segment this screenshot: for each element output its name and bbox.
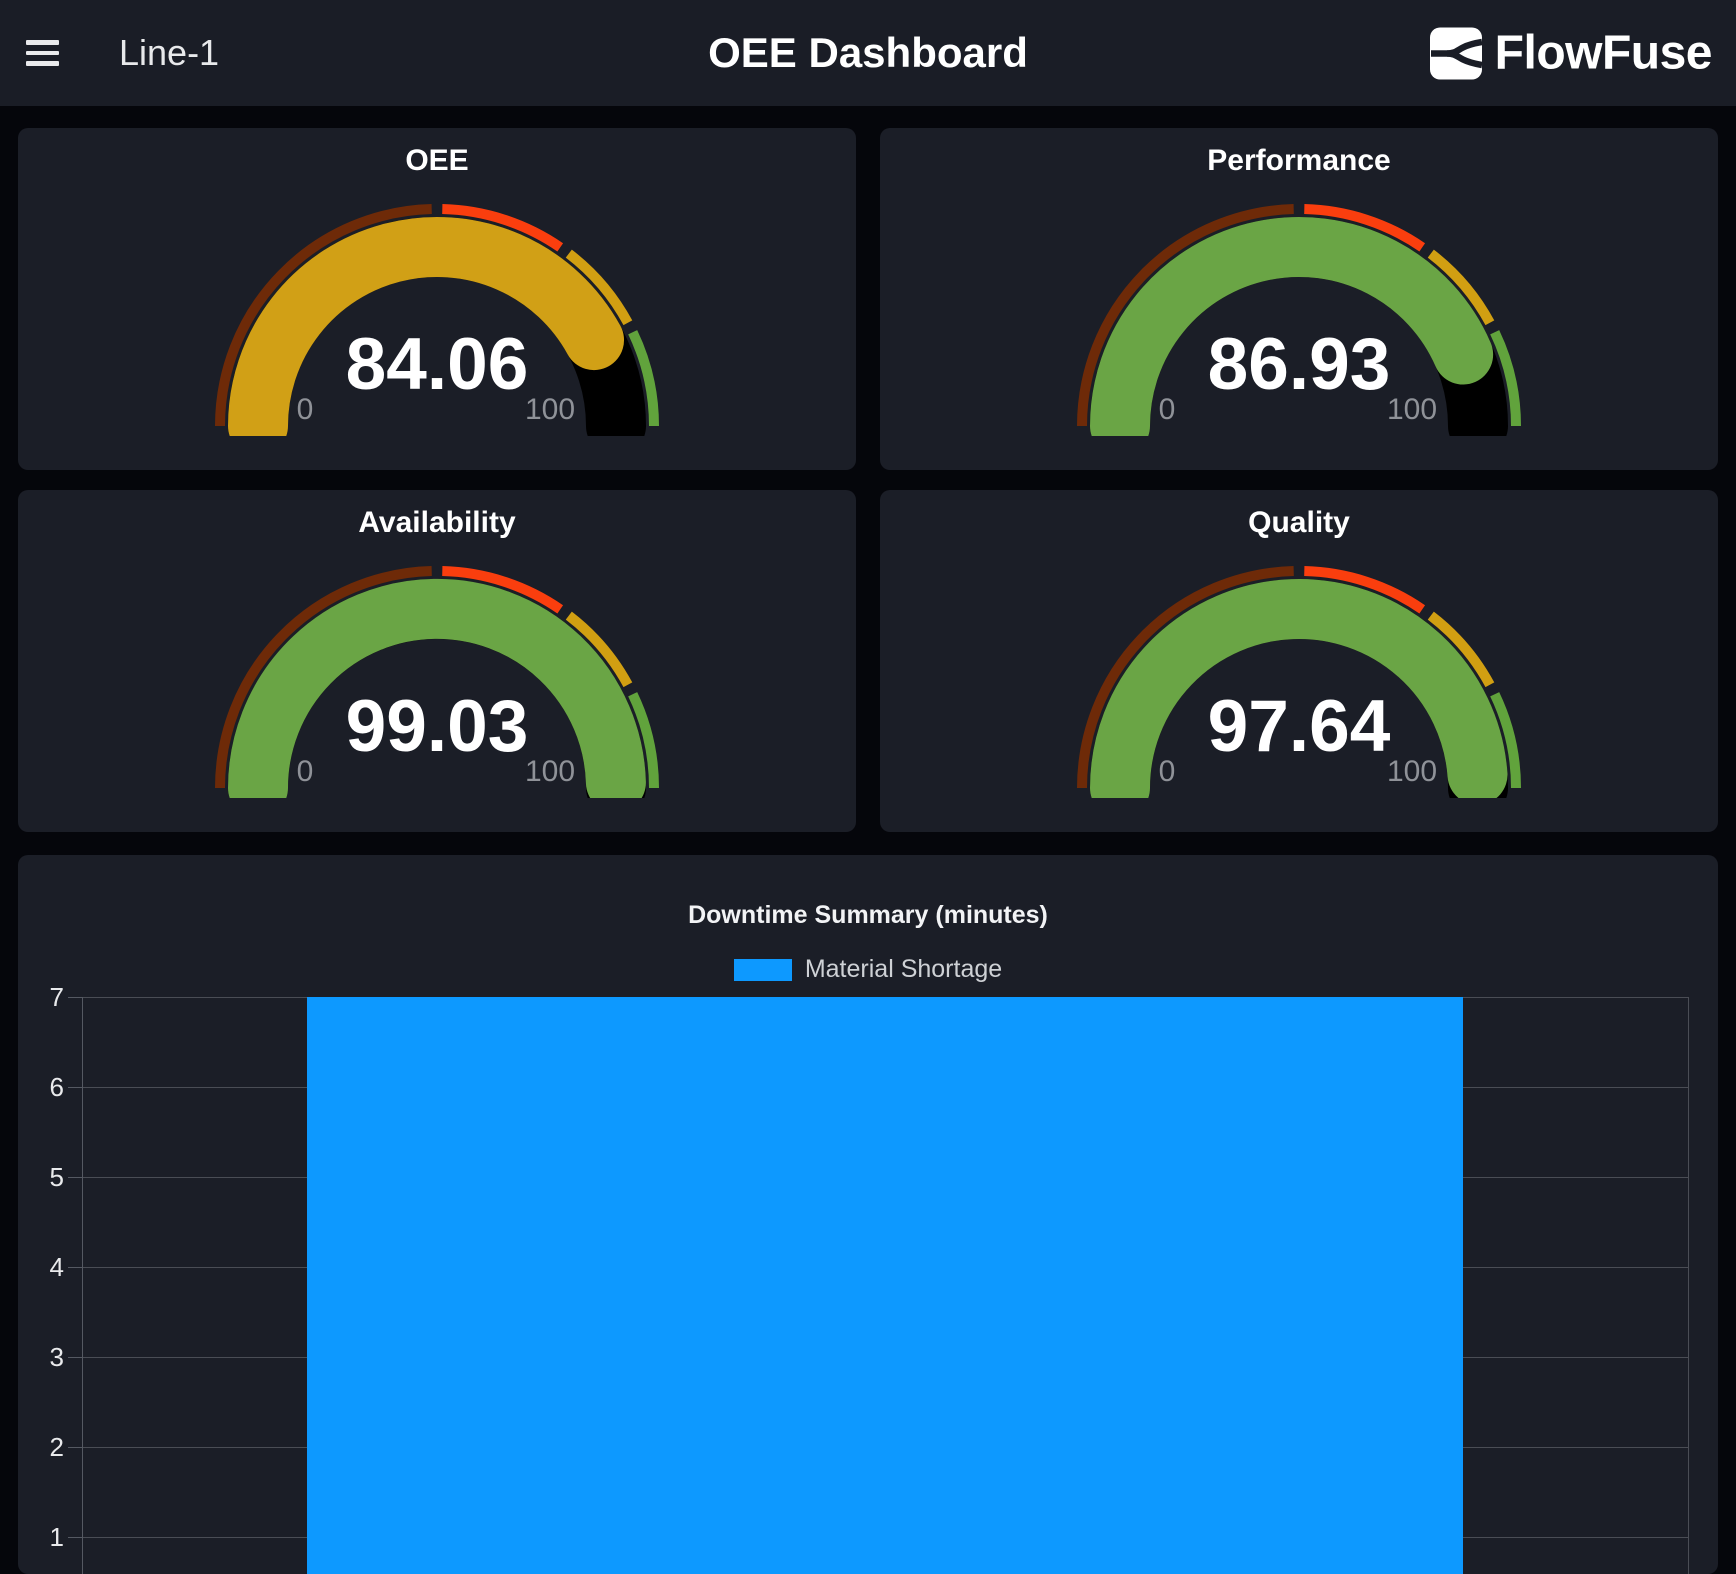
gauge-oee: 84.06 0 100 <box>207 174 667 456</box>
gauge-segment <box>215 204 432 427</box>
y-tick-mark <box>68 1177 82 1178</box>
gauge-min-label: 0 <box>297 393 314 426</box>
gauge-performance: 86.93 0 100 <box>1069 174 1529 456</box>
y-tick-label: 3 <box>49 1342 64 1372</box>
brand-logo: FlowFuse <box>1429 26 1713 81</box>
gauge-grid: OEE 84.06 0 100 Performance 86.93 0 100 Avai… <box>18 128 1718 832</box>
gauge-segment <box>628 692 659 789</box>
gauge-segment <box>1490 692 1521 789</box>
gauge-card-performance: Performance 86.93 0 100 <box>880 128 1718 470</box>
gauge-svg: 97.64 0 100 <box>1077 566 1521 818</box>
menu-button[interactable] <box>26 40 59 66</box>
hamburger-icon <box>26 40 59 45</box>
y-tick-label: 4 <box>49 1252 64 1282</box>
gauge-value-arc <box>1090 579 1508 818</box>
y-tick-label: 5 <box>49 1162 64 1192</box>
gauge-max-label: 100 <box>525 393 575 426</box>
dashboard-body: OEE 84.06 0 100 Performance 86.93 0 100 Avai… <box>18 128 1718 1574</box>
gauge-value: 84.06 <box>346 324 529 405</box>
y-tick-mark <box>68 997 82 998</box>
gauge-max-label: 100 <box>1387 393 1437 426</box>
chart-right-border <box>1688 997 1689 1574</box>
gauge-quality: 97.64 0 100 <box>1069 536 1529 818</box>
gauge-segment <box>1490 330 1521 427</box>
gauge-min-label: 0 <box>297 755 314 788</box>
plot-area <box>68 997 1689 1574</box>
gauge-value-arc <box>228 217 625 456</box>
gauge-min-label: 0 <box>1159 393 1176 426</box>
gauge-segment <box>565 249 633 326</box>
gauge-max-label: 100 <box>1387 755 1437 788</box>
gauge-value: 97.64 <box>1208 686 1391 767</box>
gauge-segment <box>628 330 659 427</box>
flowfuse-icon <box>1429 27 1483 79</box>
gauge-segment <box>442 204 564 252</box>
gauge-max-label: 100 <box>525 755 575 788</box>
y-tick-label: 2 <box>49 1432 64 1462</box>
gauge-availability: 99.03 0 100 <box>207 536 667 818</box>
gauge-svg: 99.03 0 100 <box>215 566 659 818</box>
chart-title: Downtime Summary (minutes) <box>688 901 1048 929</box>
legend-swatch <box>733 958 792 981</box>
y-tick-mark <box>68 1537 82 1538</box>
legend-label: Material Shortage <box>804 955 1003 983</box>
y-tick-label: 7 <box>49 982 64 1012</box>
gauge-title: OEE <box>405 144 469 177</box>
page-title: OEE Dashboard <box>708 29 1028 76</box>
gauge-card-quality: Quality 97.64 0 100 <box>880 490 1718 832</box>
brand-name: FlowFuse <box>1494 26 1713 80</box>
gauge-value-arc <box>228 578 646 818</box>
bar-material-shortage[interactable] <box>307 997 1463 1574</box>
y-tick-mark <box>68 1357 82 1358</box>
gauge-svg: 84.06 0 100 <box>215 204 659 456</box>
gauge-value: 99.03 <box>346 686 529 767</box>
gauge-svg: 86.93 0 100 <box>1077 204 1521 456</box>
gauge-value: 86.93 <box>1208 324 1391 405</box>
top-bar: Line-1 OEE Dashboard FlowFuse <box>0 0 1736 106</box>
downtime-chart-card: Downtime Summary (minutes) Material Shor… <box>18 855 1718 1574</box>
y-tick-label: 6 <box>49 1072 64 1102</box>
gauge-title: Quality <box>1248 506 1350 539</box>
gauge-segment <box>1427 249 1495 326</box>
gauge-segment <box>1077 204 1294 427</box>
page-nav-label: Line-1 <box>119 32 220 73</box>
y-tick-mark <box>68 1267 82 1268</box>
gauge-segment <box>215 566 432 789</box>
gauge-segment <box>1304 566 1426 614</box>
gauge-title: Availability <box>358 506 516 539</box>
gauge-card-availability: Availability 99.03 0 100 <box>18 490 856 832</box>
gauge-segment <box>442 566 564 614</box>
gauge-card-oee: OEE 84.06 0 100 <box>18 128 856 470</box>
y-tick-mark <box>68 1447 82 1448</box>
gauge-value-arc <box>1090 217 1494 456</box>
gauge-segment <box>565 611 633 688</box>
y-tick-mark <box>68 1087 82 1088</box>
gauge-title: Performance <box>1207 144 1391 177</box>
y-tick-label: 1 <box>49 1522 64 1552</box>
y-axis-labels: 7 6 5 4 3 2 1 <box>18 855 64 1574</box>
gauge-min-label: 0 <box>1159 755 1176 788</box>
gauge-segment <box>1427 611 1495 688</box>
gauge-segment <box>1077 566 1294 789</box>
y-axis-line <box>82 997 83 1574</box>
legend-item-material-shortage[interactable]: Material Shortage <box>18 955 1718 984</box>
gauge-segment <box>1304 204 1426 252</box>
